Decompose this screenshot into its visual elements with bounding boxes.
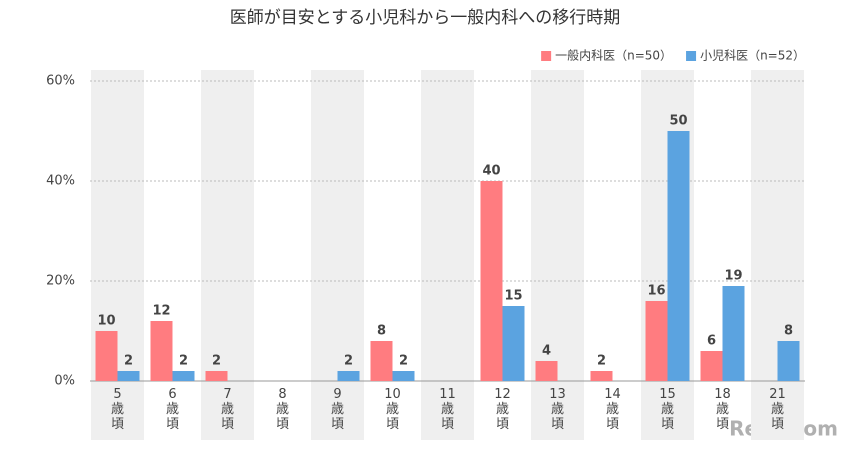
bar [535, 361, 558, 381]
bar [205, 371, 228, 381]
y-tick-label: 40% [46, 174, 75, 189]
category-band [91, 70, 144, 440]
value-label: 6 [707, 334, 716, 349]
value-label: 4 [542, 344, 551, 359]
legend-swatch [686, 51, 697, 61]
x-tick-label: 14 歳頃 [604, 387, 621, 432]
x-tick-label: 21 歳頃 [769, 387, 786, 432]
x-tick-label: 12 歳頃 [494, 387, 511, 432]
x-tick-label: 11 歳頃 [439, 387, 456, 432]
x-tick-label: 9 歳頃 [331, 387, 344, 432]
legend-label: 小児科医（n=52） [700, 49, 805, 63]
value-label: 15 [504, 289, 522, 304]
value-label: 40 [482, 164, 500, 179]
bar [172, 371, 195, 381]
bar [337, 371, 360, 381]
category-band [421, 70, 474, 440]
x-tick-label: 7 歳頃 [221, 387, 234, 432]
value-label: 19 [724, 269, 742, 284]
y-tick-label: 60% [46, 74, 75, 89]
category-band [531, 70, 584, 440]
value-label: 2 [399, 354, 408, 369]
category-band [201, 70, 254, 440]
value-label: 16 [647, 284, 665, 299]
value-label: 2 [344, 354, 353, 369]
bar [480, 181, 503, 381]
value-label: 12 [152, 304, 170, 319]
value-label: 10 [97, 314, 115, 329]
category-band [311, 70, 364, 440]
legend-label: 一般内科医（n=50） [555, 48, 672, 63]
y-tick-label: 0% [54, 374, 75, 389]
bar [392, 371, 415, 381]
value-label: 2 [212, 354, 221, 369]
bar [722, 286, 745, 381]
chart-title: 医師が目安とする小児科から一般内科への移行時期 [230, 8, 621, 28]
x-tick-label: 13 歳頃 [549, 387, 566, 432]
x-tick-label: 18 歳頃 [714, 387, 731, 432]
bar [667, 131, 690, 381]
x-tick-label: 15 歳頃 [659, 387, 676, 432]
bar [150, 321, 173, 381]
category-band [751, 70, 804, 440]
value-label: 2 [124, 354, 133, 369]
bar [502, 306, 525, 381]
bar [590, 371, 613, 381]
bar [117, 371, 140, 381]
bar [777, 341, 800, 381]
bar [370, 341, 393, 381]
x-tick-label: 5 歳頃 [111, 387, 124, 432]
value-label: 50 [669, 114, 687, 129]
value-label: 8 [784, 324, 793, 339]
value-label: 2 [179, 354, 188, 369]
value-label: 8 [377, 324, 386, 339]
y-tick-label: 20% [46, 274, 75, 289]
bar [700, 351, 723, 381]
bar [645, 301, 668, 381]
value-label: 2 [597, 354, 606, 369]
x-tick-label: 6 歳頃 [166, 387, 179, 432]
x-tick-label: 10 歳頃 [384, 387, 401, 432]
x-tick-label: 8 歳頃 [276, 387, 289, 432]
bar [95, 331, 118, 381]
legend-swatch [541, 51, 552, 61]
